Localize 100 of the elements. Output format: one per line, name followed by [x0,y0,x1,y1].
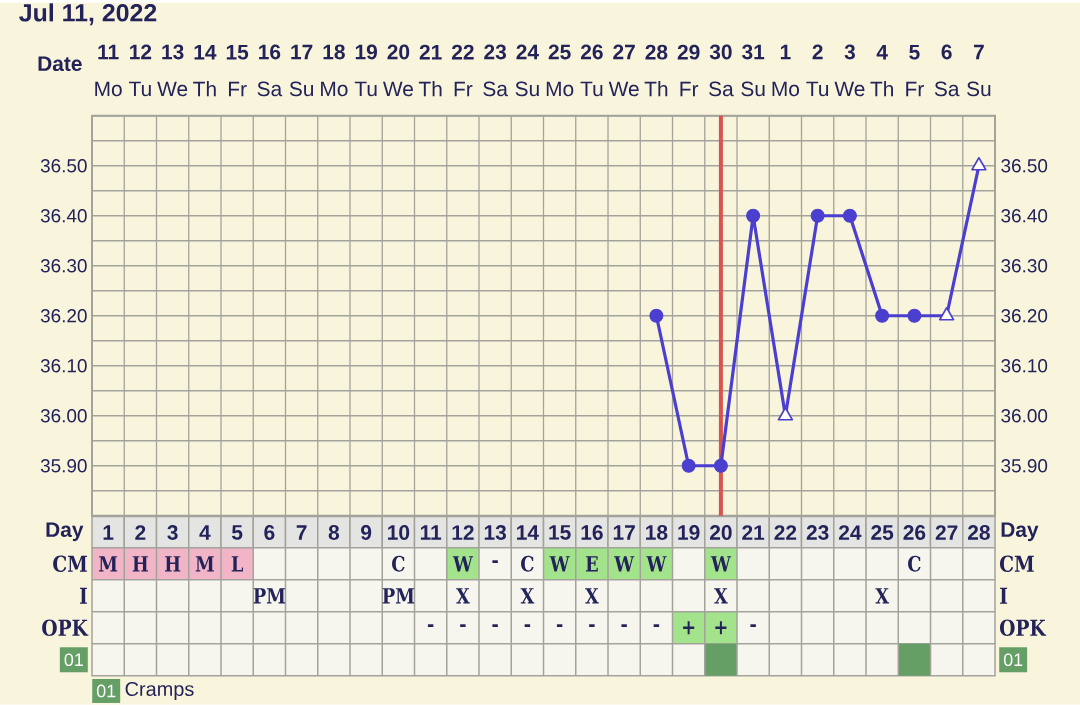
x-tick-label: 10 [388,525,410,541]
x-tick-label: 7 [296,525,307,540]
x2-tick-label: 18 Mo [321,44,348,97]
text: PM [382,588,415,604]
point [875,308,890,323]
text: - [653,624,660,628]
text: - [524,624,531,628]
text: - [460,624,466,628]
text: W [710,556,732,572]
x-axis-title: Day [1001,522,1039,542]
text: W [452,556,474,572]
x-tick-label: 8 [328,525,340,541]
x-tick-label: 6 [264,525,275,541]
x-tick-label: 12 [452,525,474,540]
x2-tick-label: 30 Sa [709,44,734,97]
x-tick-label: 4 [199,525,211,540]
y-tick-label: 36.10 [40,359,87,373]
text: - [556,624,563,628]
x-tick-label: 15 [549,525,571,540]
y-tick-label: 35.90 [40,459,87,473]
y-axis-title: 01 [64,653,83,667]
y-tick-label: 36.40 [40,209,87,223]
text: - [492,560,498,564]
point [938,307,955,321]
text: - [492,624,498,628]
point [842,208,857,223]
x2-tick-label: 1 Mo [772,44,800,97]
x2-axis-title: Date [38,56,82,72]
x-tick-label: 26 [903,525,926,541]
y2-tick-label: 36.20 [1001,309,1048,323]
point [810,208,825,223]
x2-tick-label: 24 Su [515,44,539,97]
x2-tick-label: 29 Fr [677,44,700,97]
x2-tick-label: 12 Tu [129,44,152,97]
y2-tick-label: 35.90 [1001,459,1048,473]
x2-tick-label: 6 Sa [934,44,960,97]
category-label: CM [53,555,87,573]
x-tick-label: 22 [774,525,797,540]
x-tick-label: 24 [838,525,862,540]
text: - [621,624,627,628]
category-label: CM [1000,555,1034,573]
text: M [99,556,118,572]
x-tick-label: 16 [581,525,603,541]
point [649,308,664,323]
y2-tick-label: 36.40 [1001,209,1048,223]
y2-tick-label: 36.00 [1001,409,1048,423]
x2-tick-label: 17 Su [289,44,314,97]
y-tick-label: 36.30 [40,259,87,273]
x-tick-label: 17 [613,525,635,540]
x2-tick-label: 27 We [608,44,639,97]
category-label: OPK [42,619,89,637]
x2-tick-label: 26 Tu [580,44,603,97]
text: W [646,556,667,572]
point [777,407,794,421]
text: H [165,556,181,572]
y-tick-label: 36.00 [40,409,87,423]
x2-tick-label: 14 Th [193,45,217,97]
x2-tick-label: 2 Tu [806,44,829,97]
legend-label: Cramps [125,682,194,701]
text: X [875,588,890,604]
x2-tick-label: 31 Su [741,44,765,97]
text: H [132,556,148,572]
y-tick-label: 36.50 [40,159,87,173]
text: W [614,556,635,572]
x-tick-label: 19 [678,525,700,541]
point [907,308,922,323]
y2-axis-title: 01 [1003,653,1023,667]
x2-tick-label: 11 Mo [95,44,122,97]
x-tick-label: 28 [967,525,990,541]
x-tick-label: 18 [646,525,668,541]
text: C [908,555,921,572]
x-tick-label: 11 [420,525,442,540]
x2-tick-label: 21 Th [418,44,442,97]
x2-tick-label: 5 Fr [906,45,924,97]
x-tick-label: 14 [517,525,539,540]
category-label: I [79,587,87,604]
category-label: OPK [1000,619,1047,637]
x-tick-label: 1 [103,525,114,540]
text: M [195,556,214,572]
x-tick-label: 27 [935,525,958,540]
point [971,157,987,171]
x2-tick-label: 20 We [382,44,413,97]
text: W [549,556,570,572]
text: C [521,555,534,572]
text: C [392,555,405,572]
chart-title: Jul 11, 2022 [19,3,157,26]
text: L [231,556,243,572]
text: X [714,588,728,604]
text: Day [46,522,84,542]
x2-tick-label: 22 Fr [451,44,474,97]
text: 01 [96,684,116,698]
x-tick-label: 23 [806,525,829,541]
point [681,458,696,473]
x2-tick-label: 3 We [834,44,865,97]
x2-tick-label: 28 Th [644,44,668,97]
x-tick-label: 5 [231,525,243,540]
y2-tick-label: 36.30 [1001,259,1048,273]
x2-tick-label: 23 Sa [483,44,508,97]
x2-tick-label: 25 Mo [546,44,574,97]
x-tick-label: 9 [361,525,372,541]
